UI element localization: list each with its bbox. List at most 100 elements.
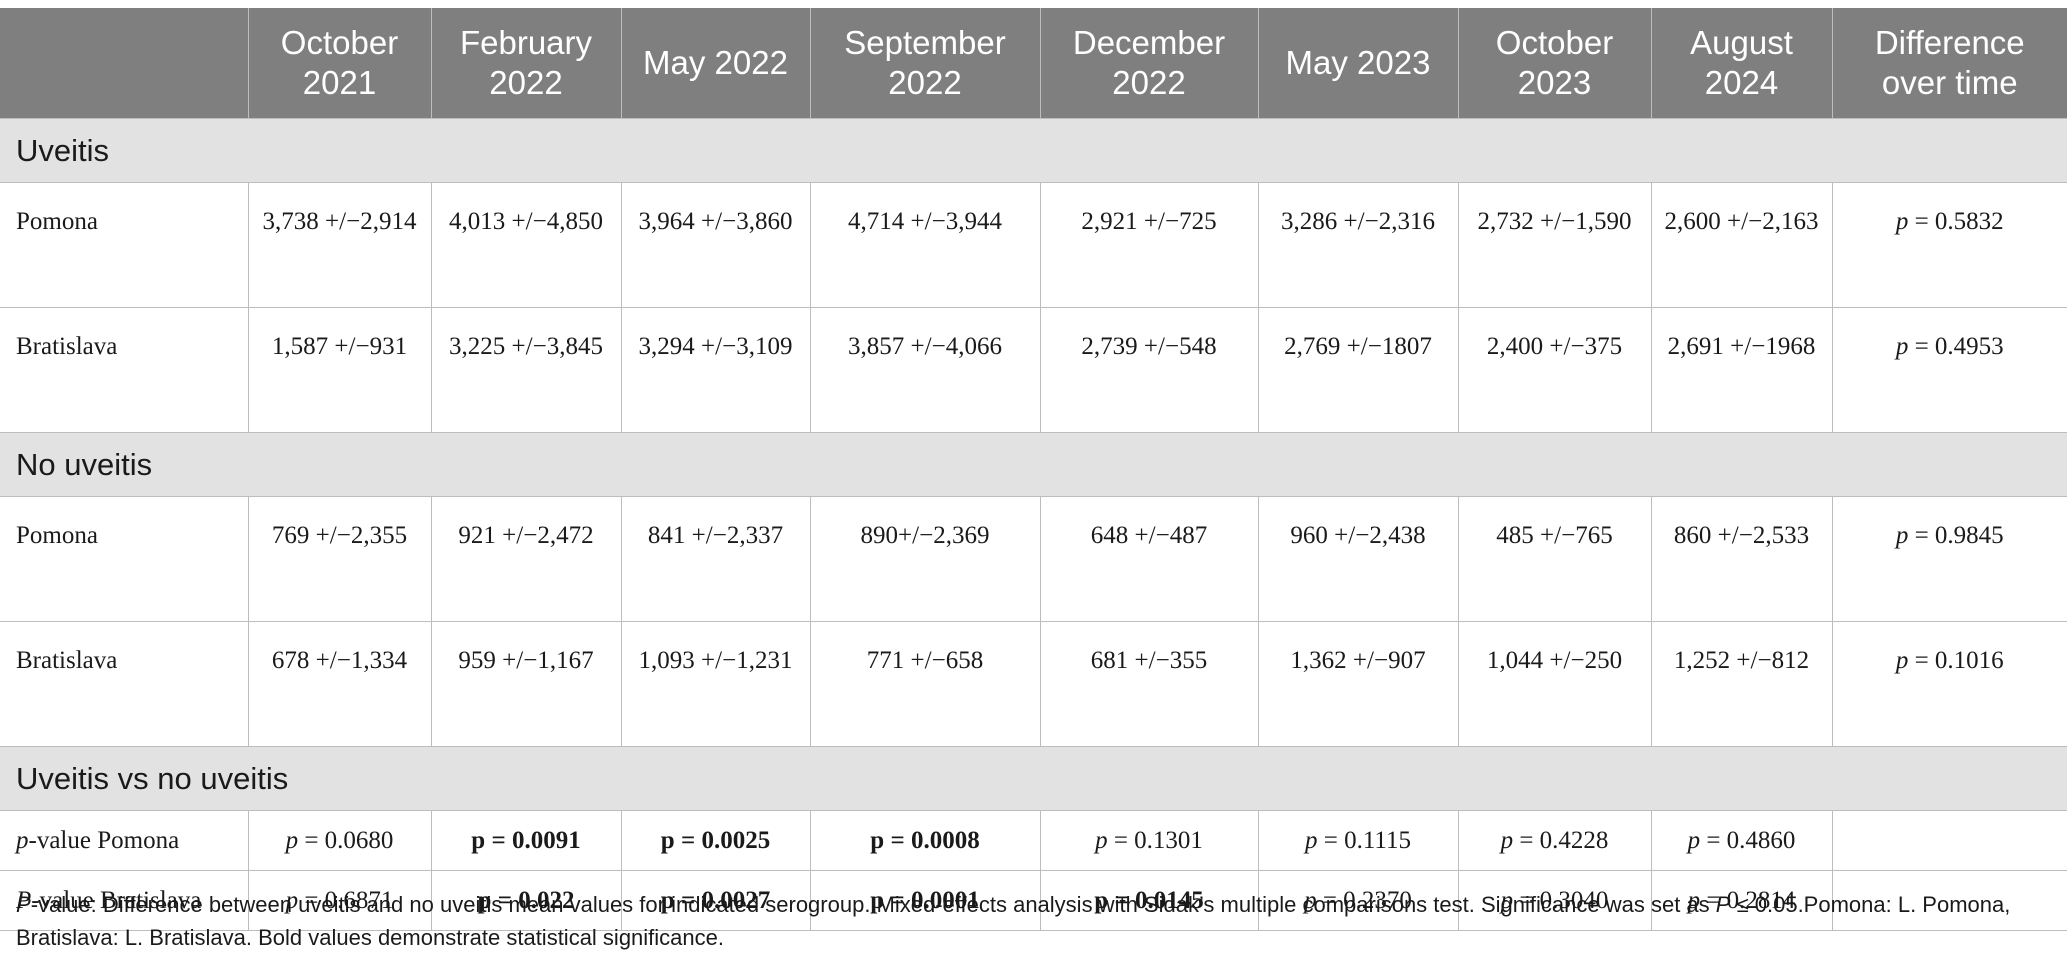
value-cell: 3,286 +/−2,316 bbox=[1257, 182, 1459, 308]
p-number: = 0.1115 bbox=[1317, 826, 1411, 854]
p-number: = 0.2814 bbox=[1700, 886, 1796, 914]
p-symbol: p bbox=[1687, 886, 1701, 914]
p-value-cell: p = 0.4860 bbox=[1650, 810, 1833, 871]
value-cell: 2,691 +/−1968 bbox=[1650, 307, 1833, 433]
row-label: Pomona bbox=[0, 182, 249, 308]
p-symbol: p bbox=[1895, 333, 1909, 360]
p-value-cell: p = 0.4228 bbox=[1457, 810, 1652, 871]
p-value-cell: p = 0.0091 bbox=[430, 810, 622, 871]
value-cell: 678 +/−1,334 bbox=[247, 621, 432, 747]
serology-table: October 2021 February 2022 May 2022 Septemb… bbox=[0, 8, 2067, 931]
p-symbol: p bbox=[1500, 886, 1514, 914]
section-title: No uveitis bbox=[0, 432, 2067, 497]
header-row: October 2021 February 2022 May 2022 Septemb… bbox=[0, 8, 2067, 119]
section-row: No uveitis bbox=[0, 432, 2067, 497]
footnote-p-lead: P bbox=[16, 892, 31, 917]
p-value-cell: p = 0.2814 bbox=[1650, 870, 1833, 931]
column-header: October 2023 bbox=[1457, 8, 1651, 119]
value-cell: 3,225 +/−3,845 bbox=[430, 307, 622, 433]
p-symbol: p bbox=[1895, 208, 1909, 235]
p-value-cell: p = 0.0025 bbox=[620, 810, 811, 871]
p-value-cell: p = 0.6871 bbox=[247, 870, 432, 931]
p-number: = 0.1301 bbox=[1107, 826, 1203, 854]
p-symbol: p bbox=[285, 886, 299, 914]
value-cell: 2,600 +/−2,163 bbox=[1650, 182, 1833, 308]
value-cell: 2,732 +/−1,590 bbox=[1457, 182, 1652, 308]
value-cell: 4,714 +/−3,944 bbox=[809, 182, 1041, 308]
value-cell: 890+/−2,369 bbox=[809, 496, 1041, 622]
table-container: October 2021 February 2022 May 2022 Septemb… bbox=[0, 8, 2067, 931]
difference-cell: p = 0.9845 bbox=[1831, 496, 2067, 622]
row-label: Bratislava bbox=[0, 307, 249, 433]
value-cell: 2,769 +/−1807 bbox=[1257, 307, 1459, 433]
p-symbol: p bbox=[1095, 826, 1108, 854]
column-header: February 2022 bbox=[430, 8, 621, 119]
label-p: p bbox=[16, 826, 29, 854]
footnote-text-1: -value: Difference between uveitis and n… bbox=[30, 892, 1716, 917]
value-cell: 3,738 +/−2,914 bbox=[247, 182, 432, 308]
p-value-cell: p = 0.0680 bbox=[247, 810, 432, 871]
table-body: Uveitis Pomona 3,738 +/−2,914 4,013 +/−4,85… bbox=[0, 118, 2067, 931]
section-row: Uveitis bbox=[0, 118, 2067, 183]
p-number: = 0.2370 bbox=[1316, 886, 1412, 914]
p-value: = 0.5832 bbox=[1908, 208, 2004, 235]
value-cell: 841 +/−2,337 bbox=[620, 496, 811, 622]
column-header: August 2024 bbox=[1650, 8, 1832, 119]
table-row: Bratislava 1,587 +/−931 3,225 +/−3,845 3,29… bbox=[0, 307, 2067, 433]
p-number: = 0.3040 bbox=[1513, 886, 1609, 914]
column-header: September 2022 bbox=[809, 8, 1040, 119]
value-cell: 769 +/−2,355 bbox=[247, 496, 432, 622]
value-cell: 1,252 +/−812 bbox=[1650, 621, 1833, 747]
p-value-cell: p = 0.1115 bbox=[1257, 810, 1459, 871]
empty-cell bbox=[1831, 870, 2067, 931]
column-header: Difference over time bbox=[1831, 8, 2067, 119]
p-value-cell: p = 0.0008 bbox=[809, 810, 1041, 871]
value-cell: 648 +/−487 bbox=[1039, 496, 1259, 622]
empty-cell bbox=[1831, 810, 2067, 871]
value-cell: 2,739 +/−548 bbox=[1039, 307, 1259, 433]
p-symbol: p bbox=[1895, 647, 1909, 674]
p-number: = 0.0680 bbox=[298, 826, 394, 854]
comparison-label: P-value Bratislava bbox=[0, 870, 249, 931]
value-cell: 1,587 +/−931 bbox=[247, 307, 432, 433]
p-number: = 0.4228 bbox=[1513, 826, 1609, 854]
footnote-text-2: ≤ 0.05.Pomona: L. Pomona, Bratislava: L.… bbox=[16, 892, 2011, 950]
value-cell: 2,400 +/−375 bbox=[1457, 307, 1652, 433]
table-row: Bratislava 678 +/−1,334 959 +/−1,167 1,093 … bbox=[0, 621, 2067, 747]
column-header: December 2022 bbox=[1039, 8, 1258, 119]
table-row: Pomona 3,738 +/−2,914 4,013 +/−4,850 3,964 … bbox=[0, 182, 2067, 308]
p-value-cell: p = 0.3040 bbox=[1457, 870, 1652, 931]
column-header: May 2023 bbox=[1257, 8, 1458, 119]
comparison-row: P-value Bratislava p = 0.6871 p = 0.022 p =… bbox=[0, 870, 2067, 931]
p-number: = 0.6871 bbox=[298, 886, 394, 914]
row-label: Pomona bbox=[0, 496, 249, 622]
table-footnote: P-value: Difference between uveitis and … bbox=[16, 888, 2056, 954]
footnote-p-symbol: P bbox=[1715, 892, 1731, 917]
table-header: October 2021 February 2022 May 2022 Septemb… bbox=[0, 8, 2067, 119]
p-value-cell: p = 0.0145 bbox=[1039, 870, 1259, 931]
p-value-cell: p = 0.2370 bbox=[1257, 870, 1459, 931]
value-cell: 959 +/−1,167 bbox=[430, 621, 622, 747]
row-label: Bratislava bbox=[0, 621, 249, 747]
value-cell: 3,294 +/−3,109 bbox=[620, 307, 811, 433]
p-symbol: p bbox=[1500, 826, 1514, 854]
p-value: = 0.1016 bbox=[1908, 647, 2004, 674]
p-value: = 0.9845 bbox=[1908, 522, 2004, 549]
difference-cell: p = 0.5832 bbox=[1831, 182, 2067, 308]
value-cell: 2,921 +/−725 bbox=[1039, 182, 1259, 308]
label-rest: -value Pomona bbox=[28, 826, 180, 854]
p-symbol: p bbox=[1895, 522, 1909, 549]
p-symbol: p bbox=[1304, 886, 1317, 914]
section-row: Uveitis vs no uveitis bbox=[0, 746, 2067, 811]
p-symbol: p bbox=[285, 826, 299, 854]
column-header: October 2021 bbox=[247, 8, 431, 119]
p-value: = 0.4953 bbox=[1908, 333, 2004, 360]
label-p: P bbox=[16, 886, 32, 914]
column-header: May 2022 bbox=[620, 8, 810, 119]
p-value-cell: p = 0.1301 bbox=[1039, 810, 1259, 871]
section-title: Uveitis bbox=[0, 118, 2067, 183]
value-cell: 771 +/−658 bbox=[809, 621, 1041, 747]
value-cell: 3,964 +/−3,860 bbox=[620, 182, 811, 308]
table-row: Pomona 769 +/−2,355 921 +/−2,472 841 +/−2,3… bbox=[0, 496, 2067, 622]
comparison-row: p-value Pomona p = 0.0680 p = 0.0091 p = 0.… bbox=[0, 810, 2067, 871]
